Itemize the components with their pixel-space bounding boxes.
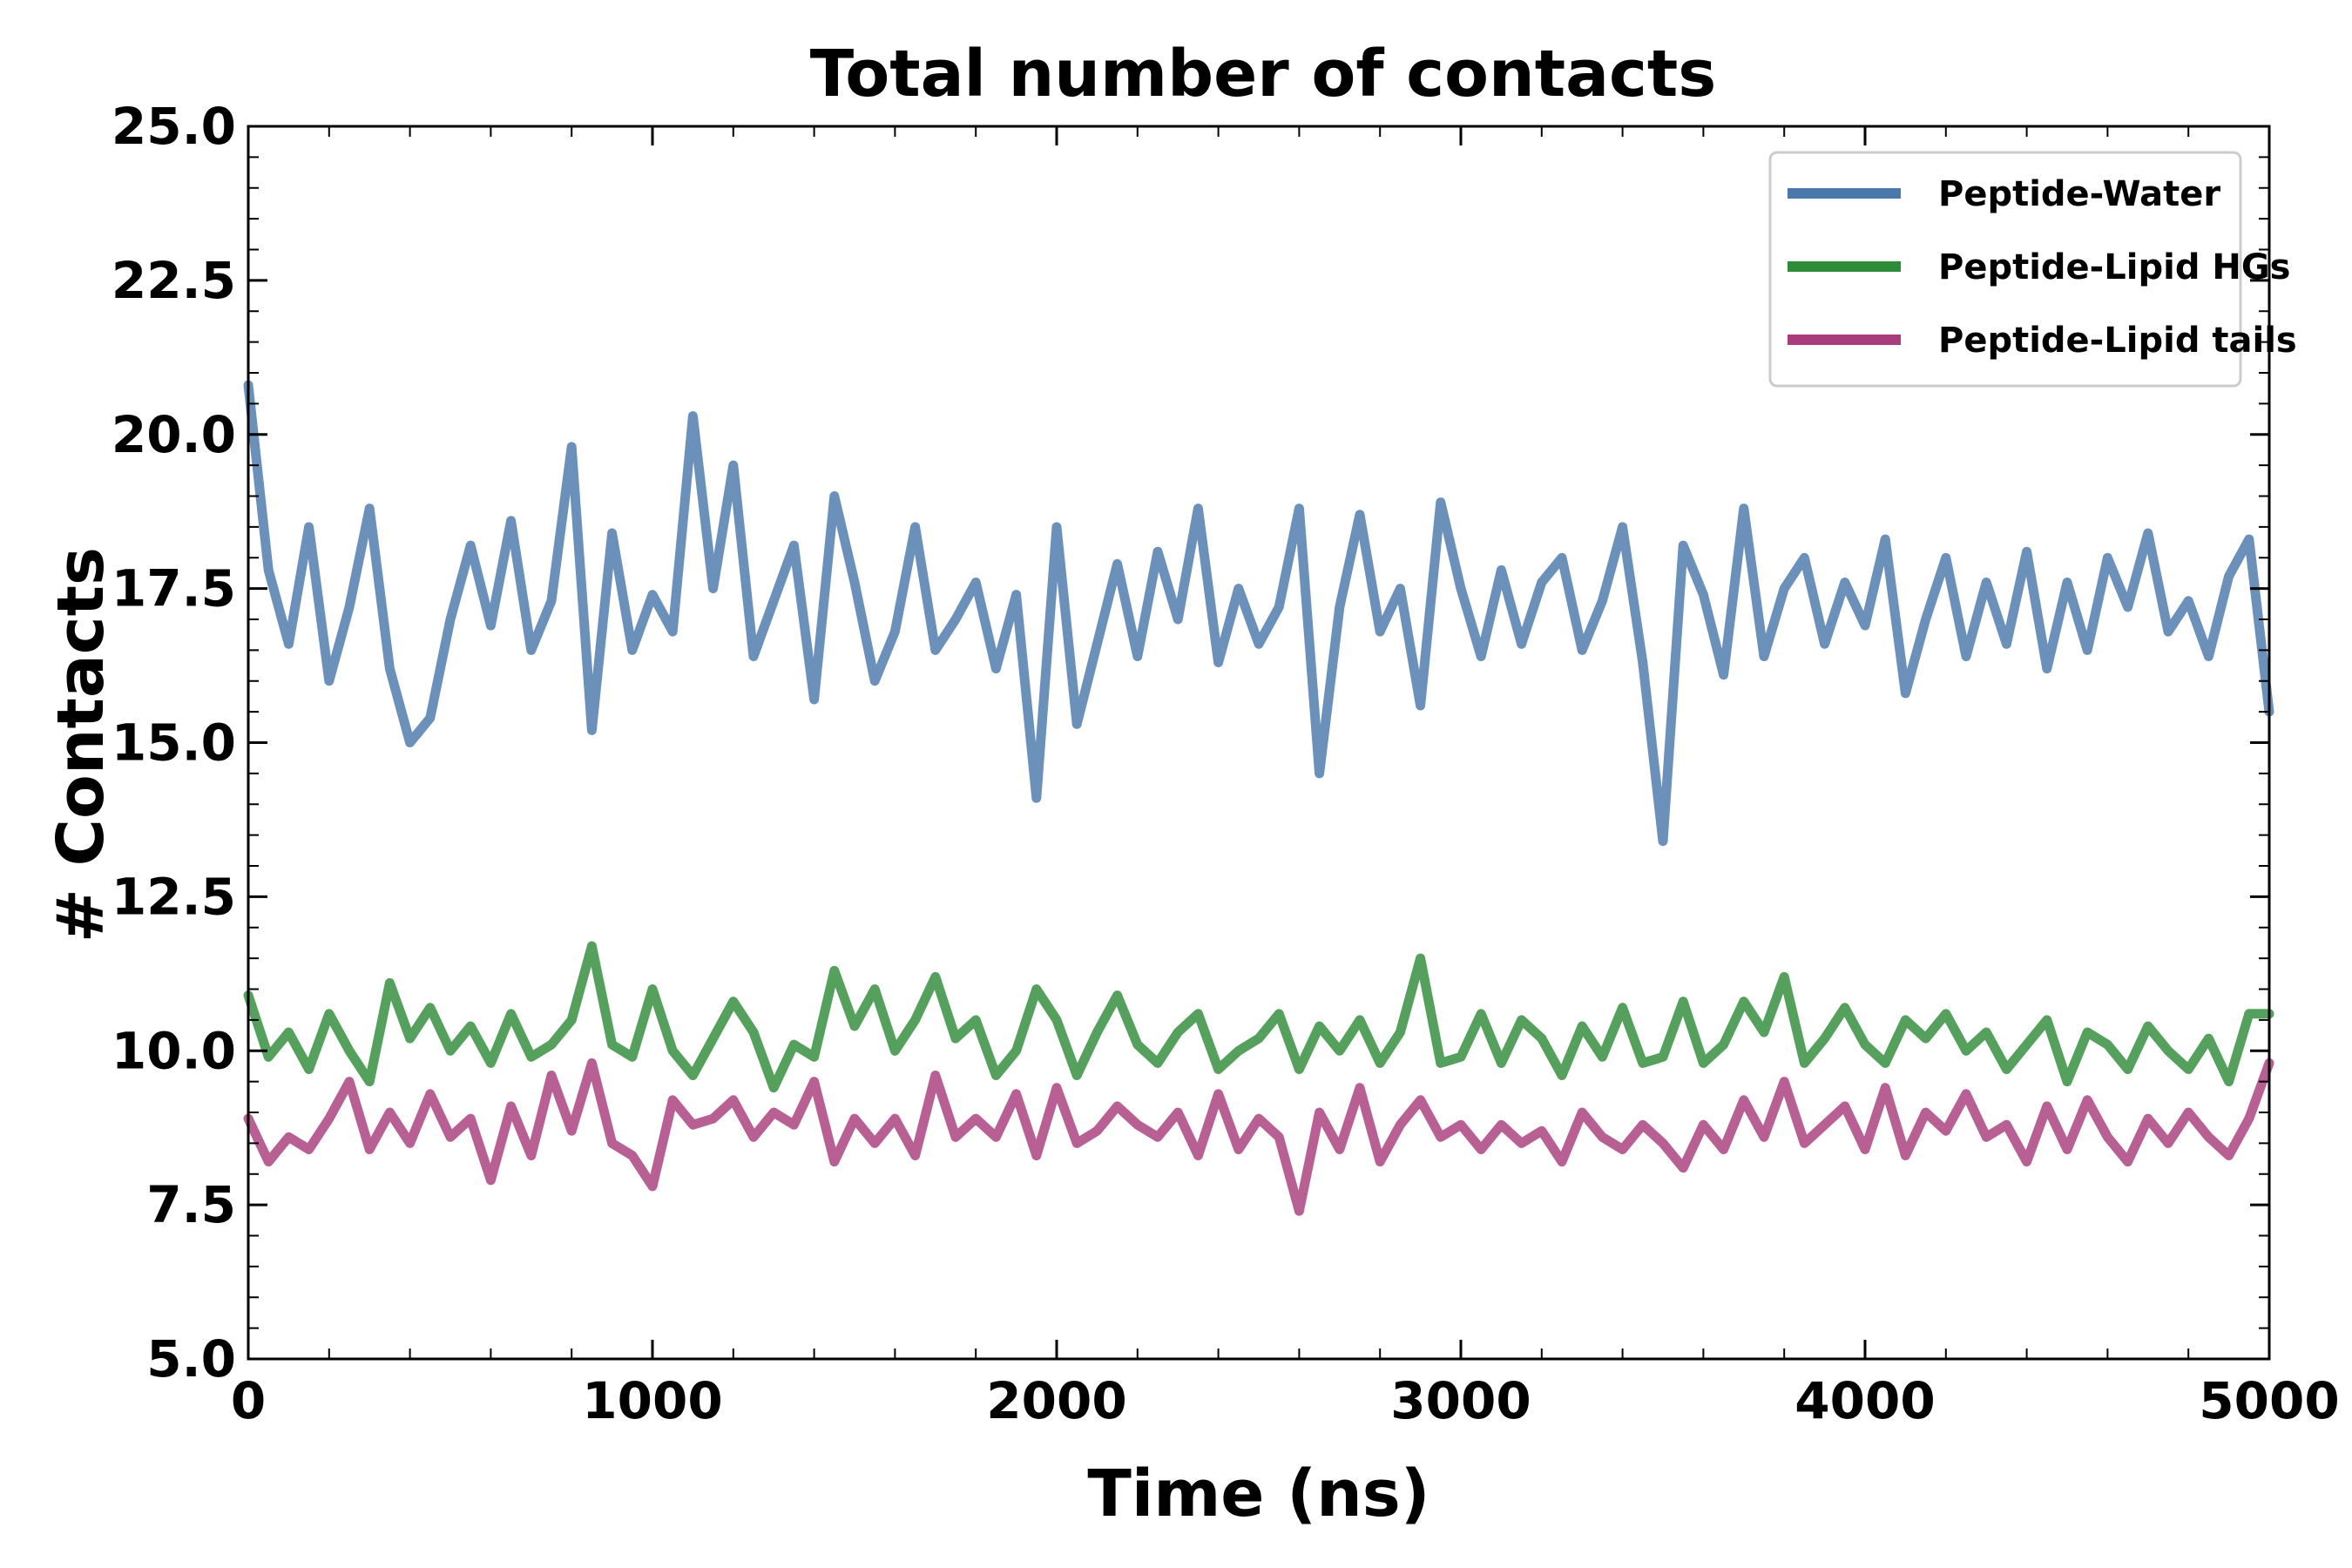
y-tick-label: 5.0 xyxy=(146,1329,236,1389)
y-tick-label: 15.0 xyxy=(112,713,236,773)
legend-box xyxy=(1768,151,2242,388)
legend: Peptide-Water Peptide-Lipid HGs Peptide-Li… xyxy=(1768,151,2297,388)
x-tick-label: 2000 xyxy=(986,1371,1126,1430)
y-tick-label: 10.0 xyxy=(112,1021,236,1080)
legend-label-3: Peptide-Lipid tails xyxy=(1938,321,2297,361)
y-axis-label: # Contacts xyxy=(44,547,118,943)
chart-title: Total number of contacts xyxy=(810,37,1717,112)
tick-labels: 0 1000 2000 3000 4000 5000 5.0 7.5 10.0 12.5 15.0 1… xyxy=(112,97,2340,1430)
legend-label-2: Peptide-Lipid HGs xyxy=(1938,247,2291,287)
tick-marks xyxy=(247,125,2271,1361)
series-line-1 xyxy=(243,380,2274,847)
series-line-3 xyxy=(243,1058,2274,1216)
y-tick-label: 25.0 xyxy=(112,97,236,156)
x-tick-label: 3000 xyxy=(1390,1371,1531,1430)
x-tick-label: 4000 xyxy=(1794,1371,1935,1430)
y-tick-label: 7.5 xyxy=(146,1175,236,1234)
series-line-2 xyxy=(243,941,2274,1093)
y-tick-label: 22.5 xyxy=(112,251,236,310)
x-axis-label: Time (ns) xyxy=(1087,1456,1429,1531)
x-tick-label: 5000 xyxy=(2199,1371,2339,1430)
x-tick-label: 0 xyxy=(231,1371,266,1430)
y-tick-label: 20.0 xyxy=(112,405,236,464)
y-tick-label: 17.5 xyxy=(112,559,236,618)
y-tick-label: 12.5 xyxy=(112,867,236,926)
x-tick-label: 1000 xyxy=(582,1371,722,1430)
series-layer xyxy=(243,380,2274,1216)
legend-label-1: Peptide-Water xyxy=(1938,174,2220,214)
